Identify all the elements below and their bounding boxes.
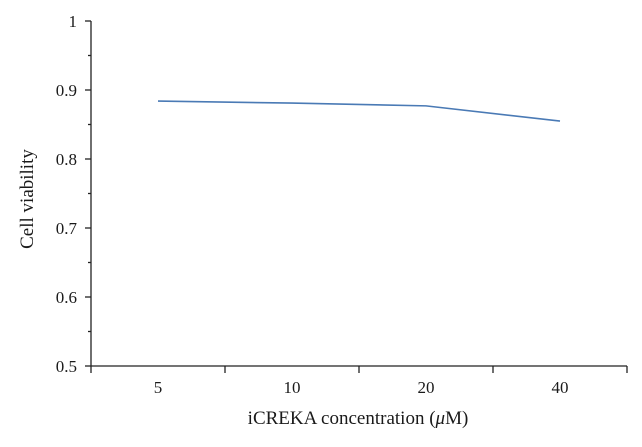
x-tick-label: 10	[284, 378, 301, 397]
x-tick-label: 5	[154, 378, 163, 397]
x-axis-title: iCREKA concentration (μM)	[248, 408, 469, 429]
x-axis-title-text: iCREKA concentration (	[248, 408, 436, 429]
series-group	[157, 100, 561, 122]
y-tick-label: 0.9	[56, 81, 77, 100]
x-axis-title-unit-rest: M)	[445, 408, 468, 429]
y-tick-label: 0.8	[56, 150, 77, 169]
x-axis: 5 10 20 40	[90, 365, 628, 397]
series-line	[157, 100, 561, 122]
x-axis-title-unit-greek: μ	[435, 408, 446, 429]
x-tick-label: 40	[552, 378, 569, 397]
y-tick-label: 0.6	[56, 288, 77, 307]
y-axis: 0.5 0.6 0.7 0.8 0.9 1	[56, 12, 92, 376]
y-tick-label: 1	[69, 12, 78, 31]
x-tick-label: 20	[418, 378, 435, 397]
y-axis-title: Cell viability	[17, 149, 38, 249]
y-tick-label: 0.7	[56, 219, 78, 238]
y-tick-label: 0.5	[56, 357, 77, 376]
